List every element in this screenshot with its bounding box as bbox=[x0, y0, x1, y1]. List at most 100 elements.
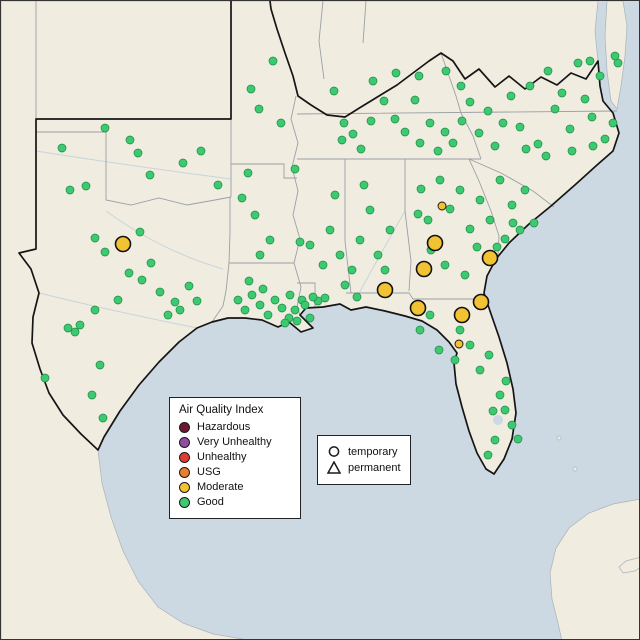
monitor-dot-good[interactable] bbox=[498, 118, 508, 128]
monitor-dot-good[interactable] bbox=[423, 215, 433, 225]
monitor-dot-good[interactable] bbox=[585, 56, 595, 66]
monitor-dot-good[interactable] bbox=[501, 376, 511, 386]
monitor-dot-good[interactable] bbox=[355, 235, 365, 245]
monitor-dot-good[interactable] bbox=[515, 122, 525, 132]
monitor-dot-good[interactable] bbox=[515, 225, 525, 235]
monitor-dot-good[interactable] bbox=[495, 175, 505, 185]
monitor-dot-good[interactable] bbox=[465, 224, 475, 234]
monitor-dot-good[interactable] bbox=[192, 296, 202, 306]
monitor-dot-good[interactable] bbox=[483, 450, 493, 460]
monitor-dot-good[interactable] bbox=[340, 280, 350, 290]
monitor-dot-good[interactable] bbox=[63, 323, 73, 333]
monitor-dot-good[interactable] bbox=[475, 365, 485, 375]
monitor-dot-good[interactable] bbox=[415, 325, 425, 335]
monitor-dot-good[interactable] bbox=[488, 406, 498, 416]
monitor-dot-moderate[interactable] bbox=[376, 281, 394, 299]
monitor-dot-good[interactable] bbox=[506, 91, 516, 101]
monitor-dot-good[interactable] bbox=[145, 170, 155, 180]
monitor-dot-good[interactable] bbox=[533, 139, 543, 149]
monitor-dot-good[interactable] bbox=[359, 180, 369, 190]
monitor-dot-good[interactable] bbox=[410, 95, 420, 105]
monitor-dot-good[interactable] bbox=[457, 116, 467, 126]
monitor-dot-good[interactable] bbox=[135, 227, 145, 237]
monitor-dot-good[interactable] bbox=[567, 146, 577, 156]
monitor-dot-good[interactable] bbox=[348, 129, 358, 139]
monitor-dot-good[interactable] bbox=[255, 300, 265, 310]
monitor-dot-good[interactable] bbox=[178, 158, 188, 168]
monitor-dot-good[interactable] bbox=[368, 76, 378, 86]
monitor-dot-good[interactable] bbox=[543, 66, 553, 76]
monitor-dot-good[interactable] bbox=[265, 235, 275, 245]
monitor-dot-good[interactable] bbox=[414, 71, 424, 81]
monitor-dot-moderate[interactable] bbox=[453, 306, 471, 324]
monitor-dot-good[interactable] bbox=[565, 124, 575, 134]
monitor-dot-good[interactable] bbox=[300, 300, 310, 310]
monitor-dot-good[interactable] bbox=[448, 138, 458, 148]
monitor-dot-good[interactable] bbox=[100, 247, 110, 257]
monitor-dot-good[interactable] bbox=[277, 303, 287, 313]
monitor-dot-good[interactable] bbox=[305, 240, 315, 250]
monitor-dot-good[interactable] bbox=[75, 320, 85, 330]
monitor-dot-good[interactable] bbox=[250, 210, 260, 220]
monitor-dot-good[interactable] bbox=[455, 185, 465, 195]
monitor-dot-good[interactable] bbox=[472, 242, 482, 252]
monitor-dot-good[interactable] bbox=[366, 116, 376, 126]
monitor-dot-good[interactable] bbox=[268, 56, 278, 66]
monitor-dot-good[interactable] bbox=[521, 144, 531, 154]
monitor-dot-good[interactable] bbox=[290, 305, 300, 315]
monitor-dot-good[interactable] bbox=[513, 434, 523, 444]
monitor-dot-good[interactable] bbox=[276, 118, 286, 128]
monitor-dot-good[interactable] bbox=[65, 185, 75, 195]
monitor-dot-good[interactable] bbox=[416, 184, 426, 194]
monitor-dot-good[interactable] bbox=[263, 310, 273, 320]
monitor-dot-good[interactable] bbox=[492, 242, 502, 252]
monitor-dot-good[interactable] bbox=[240, 305, 250, 315]
monitor-dot-good[interactable] bbox=[330, 190, 340, 200]
monitor-dot-good[interactable] bbox=[483, 106, 493, 116]
monitor-dot-good[interactable] bbox=[474, 128, 484, 138]
monitor-dot-good[interactable] bbox=[113, 295, 123, 305]
monitor-dot-good[interactable] bbox=[285, 290, 295, 300]
monitor-dot-good[interactable] bbox=[170, 297, 180, 307]
monitor-dot-good[interactable] bbox=[335, 250, 345, 260]
monitor-dot-good[interactable] bbox=[365, 205, 375, 215]
monitor-dot-good[interactable] bbox=[433, 146, 443, 156]
monitor-dot-good[interactable] bbox=[137, 275, 147, 285]
monitor-dot-good[interactable] bbox=[308, 292, 318, 302]
monitor-dot-good[interactable] bbox=[500, 234, 510, 244]
monitor-dot-good[interactable] bbox=[40, 373, 50, 383]
monitor-dot-good[interactable] bbox=[460, 270, 470, 280]
monitor-dot-good[interactable] bbox=[557, 88, 567, 98]
monitor-dot-good[interactable] bbox=[608, 118, 618, 128]
monitor-dot-good[interactable] bbox=[610, 51, 620, 61]
monitor-dot-good[interactable] bbox=[213, 180, 223, 190]
monitor-dot-good[interactable] bbox=[163, 310, 173, 320]
monitor-dot-moderate-small[interactable] bbox=[454, 339, 464, 349]
monitor-dot-moderate[interactable] bbox=[472, 293, 490, 311]
monitor-dot-good[interactable] bbox=[325, 225, 335, 235]
monitor-dot-moderate[interactable] bbox=[114, 235, 132, 253]
monitor-dot-good[interactable] bbox=[385, 225, 395, 235]
monitor-dot-good[interactable] bbox=[373, 250, 383, 260]
monitor-dot-good[interactable] bbox=[254, 104, 264, 114]
monitor-dot-good[interactable] bbox=[529, 218, 539, 228]
monitor-dot-good[interactable] bbox=[425, 118, 435, 128]
monitor-dot-good[interactable] bbox=[305, 313, 315, 323]
monitor-dot-good[interactable] bbox=[520, 185, 530, 195]
monitor-dot-good[interactable] bbox=[507, 200, 517, 210]
monitor-dot-good[interactable] bbox=[379, 96, 389, 106]
monitor-dot-moderate[interactable] bbox=[409, 299, 427, 317]
monitor-dot-good[interactable] bbox=[465, 97, 475, 107]
monitor-dot-good[interactable] bbox=[400, 127, 410, 137]
monitor-dot-good[interactable] bbox=[95, 360, 105, 370]
monitor-dot-good[interactable] bbox=[455, 325, 465, 335]
monitor-dot-good[interactable] bbox=[550, 104, 560, 114]
monitor-dot-good[interactable] bbox=[600, 134, 610, 144]
monitor-dot-moderate-small[interactable] bbox=[437, 201, 447, 211]
monitor-dot-good[interactable] bbox=[441, 66, 451, 76]
monitor-dot-good[interactable] bbox=[380, 265, 390, 275]
monitor-dot-good[interactable] bbox=[352, 292, 362, 302]
monitor-dot-good[interactable] bbox=[258, 284, 268, 294]
monitor-dot-good[interactable] bbox=[450, 355, 460, 365]
monitor-dot-good[interactable] bbox=[490, 141, 500, 151]
